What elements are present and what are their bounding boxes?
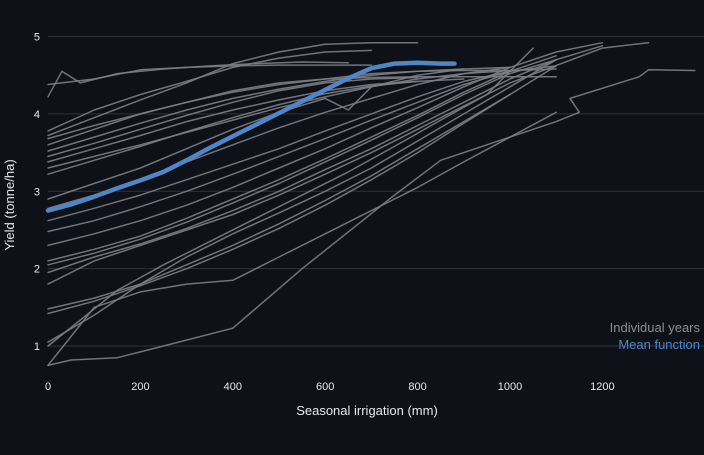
individual-year-line-17 bbox=[47, 55, 557, 262]
individual-year-line-21 bbox=[47, 93, 511, 310]
legend-entry-mean-function: Mean function bbox=[618, 337, 700, 352]
individual-year-line-19 bbox=[47, 45, 604, 274]
x-tick-label: 1000 bbox=[498, 381, 522, 393]
individual-year-line-4 bbox=[47, 41, 419, 137]
y-tick-label: 4 bbox=[34, 109, 40, 121]
y-tick-label: 3 bbox=[34, 186, 40, 198]
individual-year-line-15 bbox=[47, 65, 557, 233]
x-tick-label: 0 bbox=[45, 381, 51, 393]
x-tick-label: 400 bbox=[224, 381, 242, 393]
x-tick-labels: 0 200 400 600 800 1000 1200 bbox=[45, 381, 615, 393]
individual-year-line-18 bbox=[47, 58, 557, 266]
individual-year-line-20 bbox=[47, 41, 650, 285]
individual-year-line-8 bbox=[47, 76, 419, 158]
individual-year-line-11 bbox=[47, 78, 465, 175]
legend: Individual years Mean function bbox=[610, 320, 701, 352]
individual-year-line-25 bbox=[47, 111, 557, 367]
legend-entry-individual-years: Individual years bbox=[610, 320, 701, 335]
x-tick-label: 200 bbox=[131, 381, 149, 393]
x-axis-label: Seasonal irrigation (mm) bbox=[296, 403, 438, 418]
x-tick-label: 800 bbox=[408, 381, 426, 393]
y-tick-label: 5 bbox=[34, 31, 40, 43]
individual-year-line-7 bbox=[47, 66, 511, 152]
y-tick-labels: 1 2 3 4 5 bbox=[34, 31, 40, 353]
individual-year-line-26 bbox=[47, 69, 696, 367]
individual-year-line-9 bbox=[47, 80, 419, 163]
y-axis-label: Yield (tonne/ha) bbox=[2, 159, 17, 250]
y-tick-label: 1 bbox=[34, 341, 40, 353]
x-tick-label: 1200 bbox=[590, 381, 614, 393]
individual-year-line-22 bbox=[47, 65, 557, 315]
individual-year-line-3 bbox=[47, 49, 373, 132]
individual-year-line-23 bbox=[47, 58, 557, 343]
mean-function-line bbox=[45, 60, 457, 213]
individual-year-line-16 bbox=[47, 41, 604, 247]
y-tick-label: 2 bbox=[34, 264, 40, 276]
x-tick-label: 600 bbox=[316, 381, 334, 393]
mean-function-path bbox=[45, 60, 457, 213]
individual-year-line-2 bbox=[47, 61, 350, 98]
individual-year-line-14 bbox=[47, 70, 511, 222]
individual-year-line-24 bbox=[47, 47, 534, 347]
